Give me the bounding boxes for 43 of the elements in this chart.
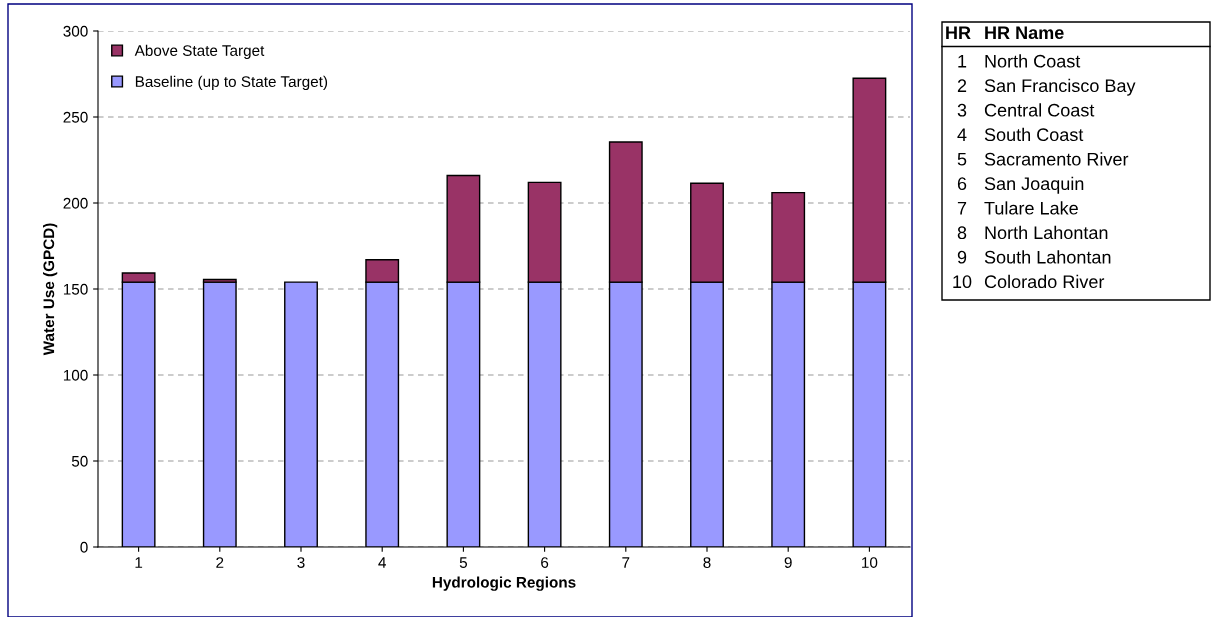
text: Colorado River: [984, 274, 1105, 289]
text: 6: [957, 177, 967, 191]
text: 8: [957, 226, 967, 240]
text: HR Name: [985, 26, 1064, 40]
text: San Joaquin: [984, 176, 1084, 194]
y-tick-label: 250: [63, 111, 88, 123]
y-tick-label: 50: [71, 455, 88, 467]
x-tick-label: 9: [784, 557, 792, 568]
text: Central Coast: [984, 103, 1095, 117]
text: HR: [946, 26, 971, 39]
x-tick-label: 7: [622, 557, 630, 568]
text: 4: [957, 128, 967, 141]
y-tick-label: 0: [80, 541, 88, 553]
text: Sacramento River: [984, 152, 1129, 166]
y-axis-title: Water Use (GPCD): [42, 223, 58, 356]
text: 10: [953, 275, 972, 289]
text: 7: [957, 202, 967, 215]
text: 1: [958, 55, 967, 68]
text: 3: [957, 103, 967, 117]
x-tick-label: 8: [703, 557, 711, 568]
x-tick-label: 6: [541, 557, 549, 568]
y-tick-label: 100: [63, 369, 88, 381]
x-tick-label: 3: [297, 557, 305, 568]
x-tick-label: 1: [135, 557, 143, 568]
text: San Francisco Bay: [984, 78, 1136, 96]
text: South Coast: [984, 127, 1084, 142]
text: North Coast: [985, 54, 1081, 68]
text: South Lahontan: [984, 250, 1111, 264]
legend-label: Above State Target: [134, 44, 265, 59]
x-tick-label: 10: [862, 557, 878, 568]
text: Tulare Lake: [984, 201, 1078, 215]
x-axis-title: Hydrologic Regions: [432, 576, 576, 591]
y-tick-label: 200: [63, 197, 88, 209]
legend-label: Baseline (up to State Target): [135, 75, 328, 91]
x-tick-label: 5: [459, 557, 468, 568]
text: 2: [957, 79, 967, 92]
y-tick-label: 150: [63, 283, 88, 295]
x-tick-label: 4: [378, 557, 386, 568]
text: 9: [957, 250, 967, 264]
text: North Lahontan: [985, 225, 1108, 240]
y-tick-label: 300: [63, 25, 88, 37]
x-tick-label: 2: [216, 557, 224, 568]
text: 5: [957, 153, 967, 166]
